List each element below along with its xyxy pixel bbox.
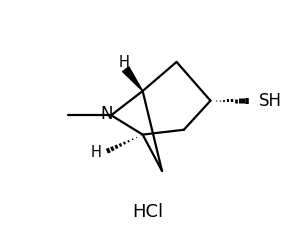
- Text: HCl: HCl: [132, 203, 163, 221]
- Text: H: H: [119, 55, 130, 70]
- Text: SH: SH: [258, 92, 281, 110]
- Text: H: H: [91, 145, 101, 160]
- Text: N: N: [101, 105, 113, 123]
- Polygon shape: [123, 67, 143, 91]
